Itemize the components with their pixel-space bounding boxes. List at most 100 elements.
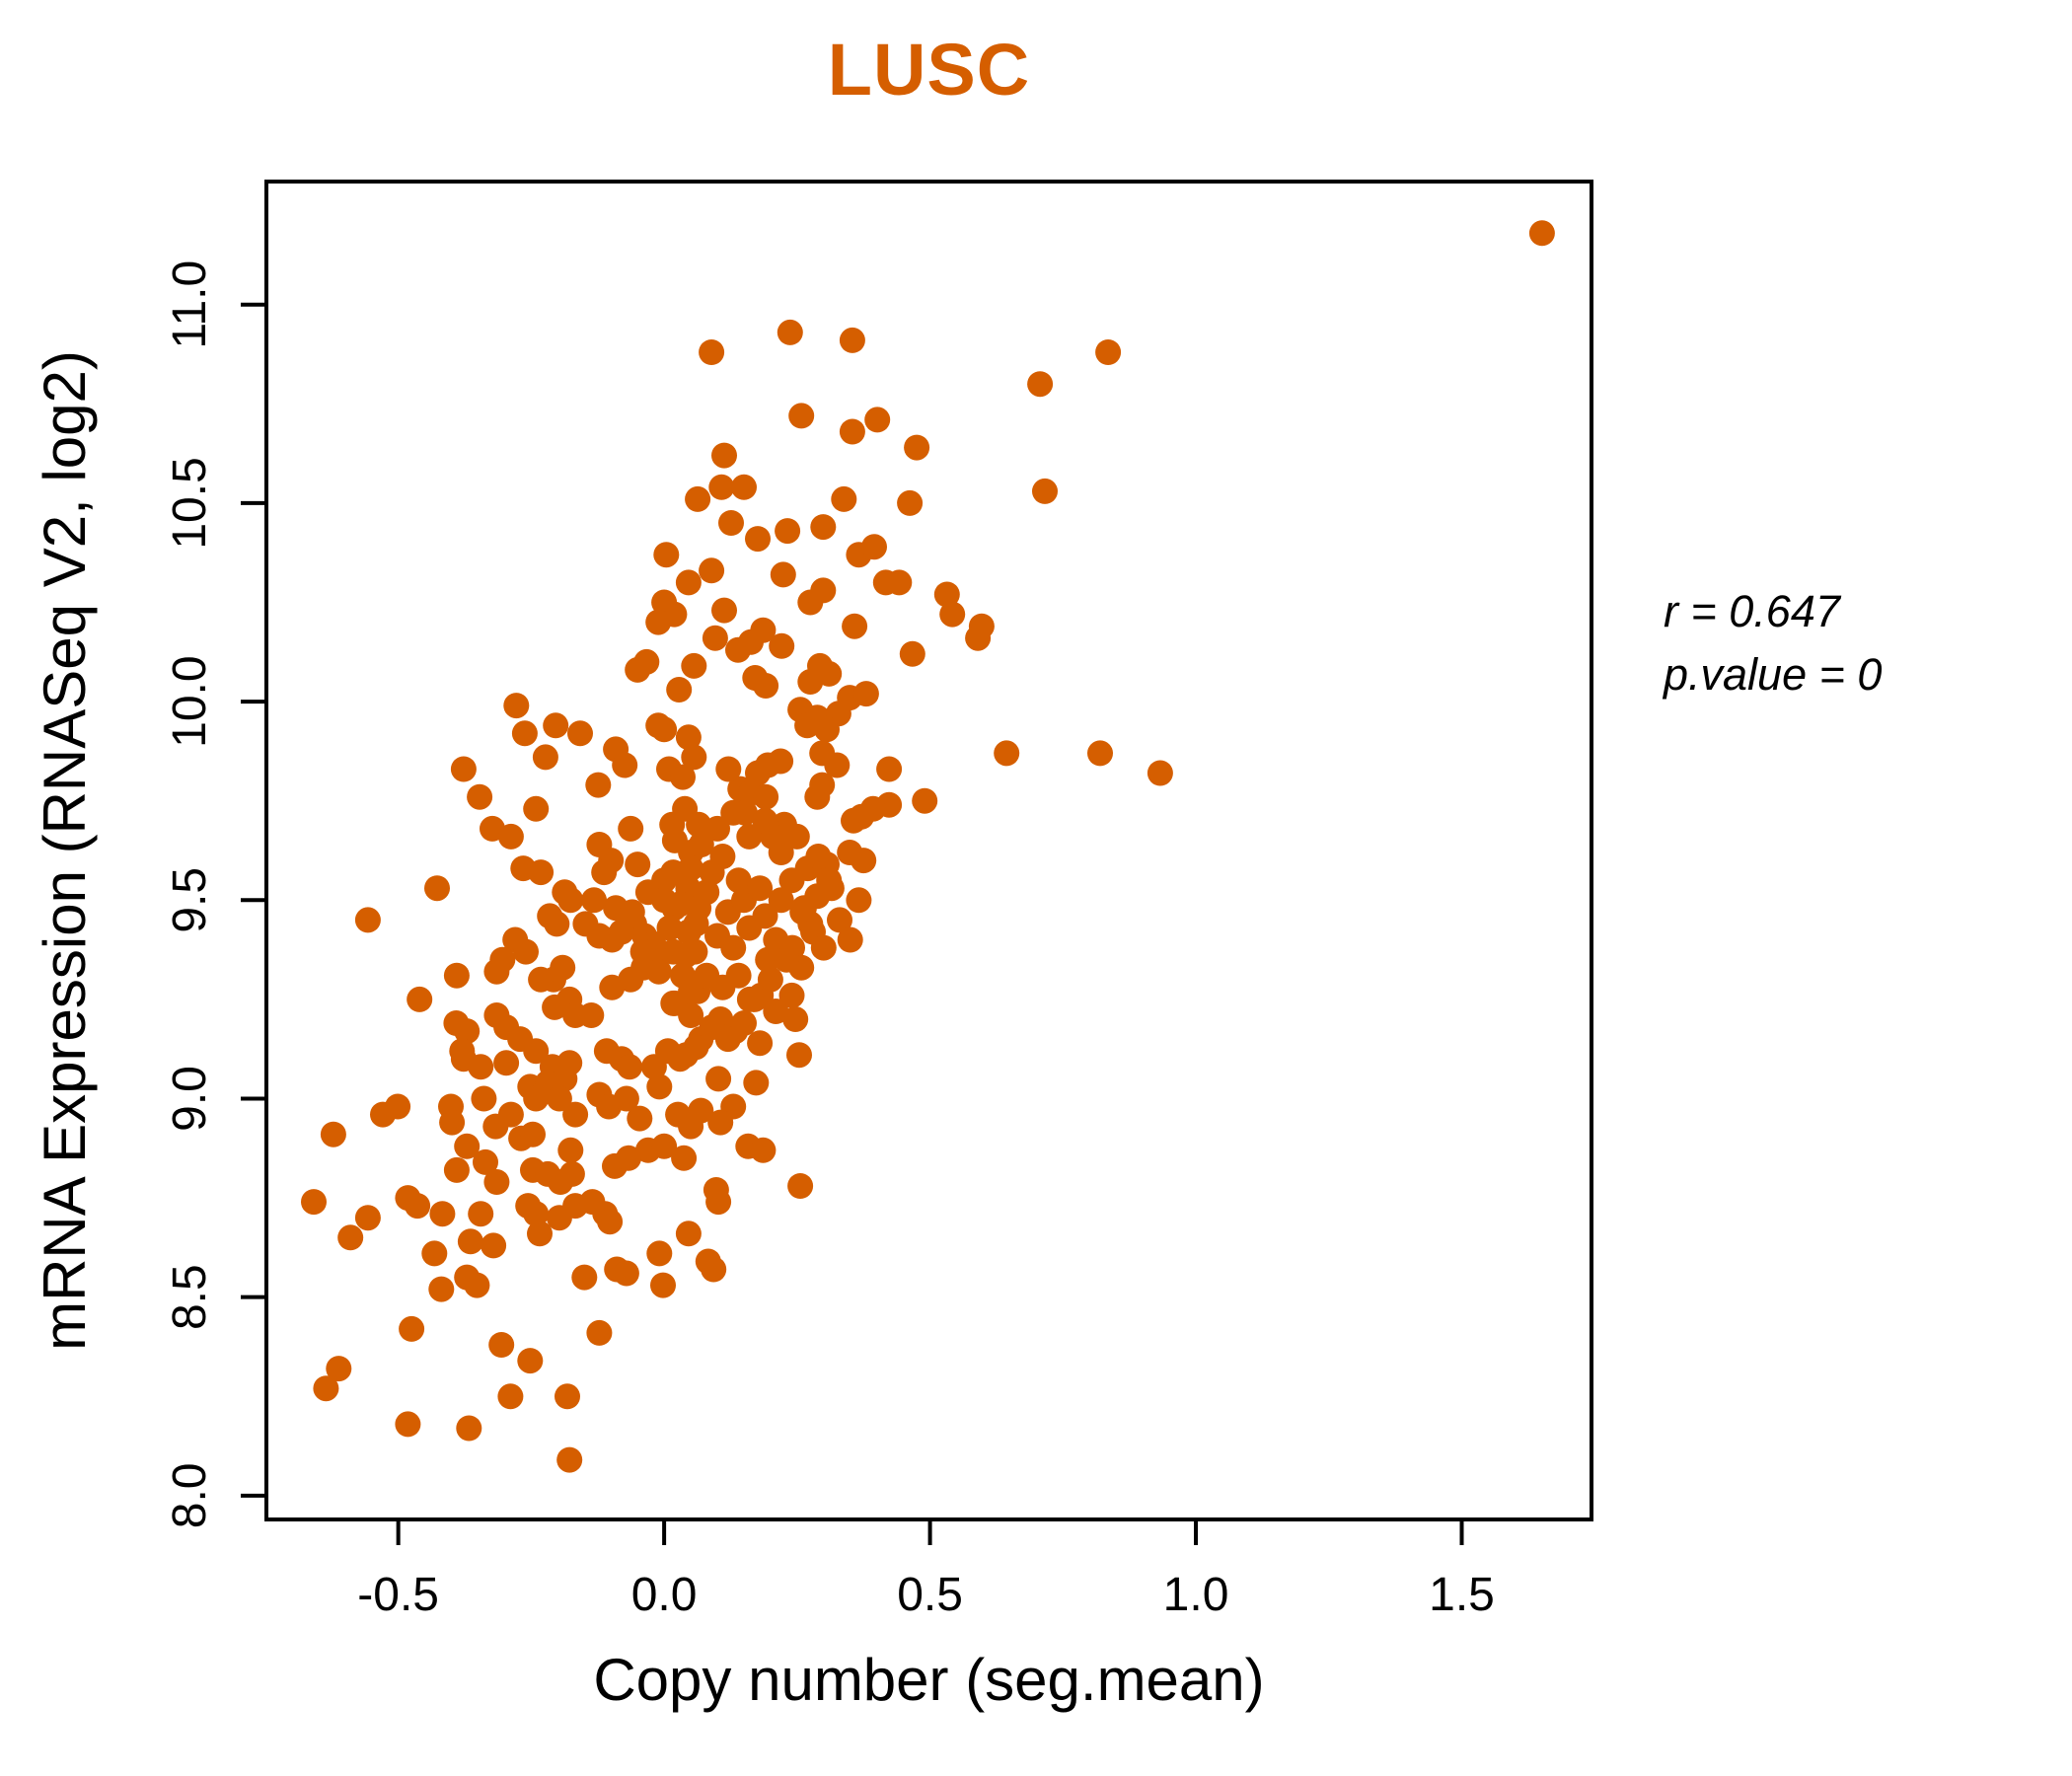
scatter-point [933, 581, 960, 608]
scatter-point [481, 1232, 507, 1259]
scatter-point [752, 903, 778, 929]
scatter-point [797, 669, 824, 695]
scatter-point [852, 681, 879, 707]
scatter-point [965, 625, 992, 651]
scatter-point [705, 1189, 732, 1216]
scatter-point [839, 327, 865, 353]
scatter-point [747, 1030, 774, 1057]
scatter-point [651, 887, 678, 914]
scatter-point [763, 926, 789, 953]
scatter-point [774, 946, 800, 973]
scatter-point [326, 1356, 352, 1382]
scatter-point [736, 823, 763, 850]
scatter-point [546, 1085, 572, 1112]
scatter-point [625, 851, 651, 878]
scatter-point [745, 760, 771, 786]
scatter-point [497, 1383, 524, 1410]
y-tick-label: 9.5 [164, 867, 216, 933]
scatter-point [681, 652, 707, 679]
scatter-point [1528, 220, 1555, 247]
x-tick-label: 0.0 [631, 1569, 698, 1621]
scatter-point [681, 744, 707, 771]
scatter-point [528, 966, 555, 993]
scatter-point [450, 756, 477, 782]
scatter-point [661, 990, 688, 1016]
scatter-point [851, 848, 877, 874]
scatter-point [645, 958, 672, 985]
scatter-point [775, 518, 801, 545]
scatter-point [769, 632, 795, 659]
scatter-point [1087, 740, 1113, 767]
scatter-point [752, 807, 778, 834]
scatter-point [675, 1221, 702, 1247]
scatter-point [837, 926, 863, 953]
scatter-point [544, 911, 570, 937]
scatter-point [707, 1109, 734, 1136]
scatter-point [886, 569, 913, 596]
correlation-annotation: r = 0.647 p.value = 0 [1664, 580, 1882, 706]
scatter-point [612, 752, 638, 778]
scatter-point [656, 915, 683, 941]
scatter-point [467, 783, 493, 810]
scatter-point [685, 485, 711, 512]
scatter-point [354, 1205, 381, 1231]
scatter-point [395, 1411, 421, 1438]
scatter-point [787, 1173, 814, 1199]
scatter-point [597, 1209, 624, 1235]
scatter-point [454, 1018, 481, 1045]
scatter-point [783, 823, 810, 850]
scatter-point [523, 795, 550, 822]
scatter-point [617, 1054, 643, 1080]
x-tick-label: 0.5 [897, 1569, 963, 1621]
y-tick-label: 8.0 [164, 1462, 216, 1528]
x-tick-label: 1.5 [1429, 1569, 1495, 1621]
scatter-point [424, 875, 450, 902]
scatter-point [720, 934, 747, 961]
scatter-point [483, 1169, 510, 1195]
scatter-point [646, 1240, 673, 1267]
scatter-point [468, 1054, 494, 1080]
scatter-point [667, 1046, 694, 1073]
scatter-point [671, 1145, 698, 1171]
scatter-point [1027, 371, 1054, 398]
x-tick-label: 1.0 [1163, 1569, 1229, 1621]
scatter-point [320, 1121, 346, 1147]
scatter-point [613, 1260, 639, 1287]
scatter-point [708, 474, 735, 500]
scatter-point [443, 962, 470, 989]
scatter-point [711, 597, 737, 624]
scatter-point [841, 807, 866, 834]
plot-border [264, 180, 1593, 1521]
scatter-point [488, 1332, 515, 1358]
scatter-point [688, 1097, 714, 1124]
scatter-point [753, 783, 779, 810]
scatter-point [543, 712, 569, 739]
scatter-point [337, 1224, 364, 1251]
scatter-point [757, 966, 783, 993]
scatter-point [473, 1148, 498, 1175]
scatter-point [517, 1348, 544, 1374]
scatter-point [755, 946, 781, 973]
scatter-point [768, 840, 794, 865]
scatter-point [701, 1256, 727, 1283]
scatter-point [939, 601, 966, 628]
y-tick-label: 9.0 [164, 1066, 216, 1132]
scatter-point [513, 938, 539, 965]
scatter-point [718, 510, 744, 536]
scatter-point [711, 442, 737, 469]
scatter-point [497, 1101, 524, 1128]
y-tick-label: 11.0 [164, 260, 216, 349]
chart-title: LUSC [827, 29, 1031, 111]
x-axis-label: Copy number (seg.mean) [593, 1647, 1265, 1713]
scatter-point [586, 1319, 613, 1346]
scatter-point [464, 1272, 490, 1298]
scatter-point [778, 982, 805, 1008]
scatter-point [609, 919, 634, 945]
scatter-point [439, 1109, 466, 1136]
scatter-point [399, 1315, 425, 1342]
scatter-point [704, 815, 730, 842]
scatter-point [753, 673, 779, 699]
scatter-point [616, 1145, 641, 1171]
scatter-point [1147, 760, 1173, 786]
scatter-point [842, 613, 868, 639]
